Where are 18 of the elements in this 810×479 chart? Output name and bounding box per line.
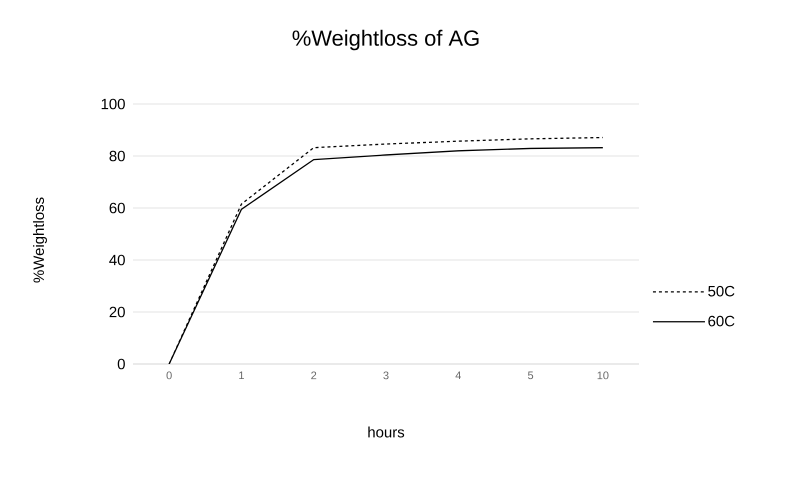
y-tick-label: 0 [118, 358, 125, 370]
legend-label: 60C [708, 316, 734, 326]
x-tick-label: 4 [455, 372, 462, 380]
x-axis-title: hours [368, 426, 404, 438]
legend-label: 50C [708, 286, 734, 296]
y-tick-label: 20 [110, 306, 125, 318]
y-tick-label: 60 [110, 202, 125, 214]
y-axis-title: %Weightloss [33, 198, 47, 283]
chart-title: %Weightloss of AG [292, 30, 479, 50]
y-tick-label: 80 [110, 150, 125, 162]
x-tick-label: 10 [598, 372, 609, 380]
x-tick-label: 5 [528, 372, 534, 380]
x-tick-label: 3 [383, 372, 389, 380]
x-tick-label: 1 [239, 372, 244, 380]
x-tick-label: 2 [311, 372, 316, 380]
y-tick-label: 100 [102, 98, 125, 110]
x-tick-label: 0 [166, 372, 172, 380]
y-tick-label: 40 [109, 254, 125, 266]
